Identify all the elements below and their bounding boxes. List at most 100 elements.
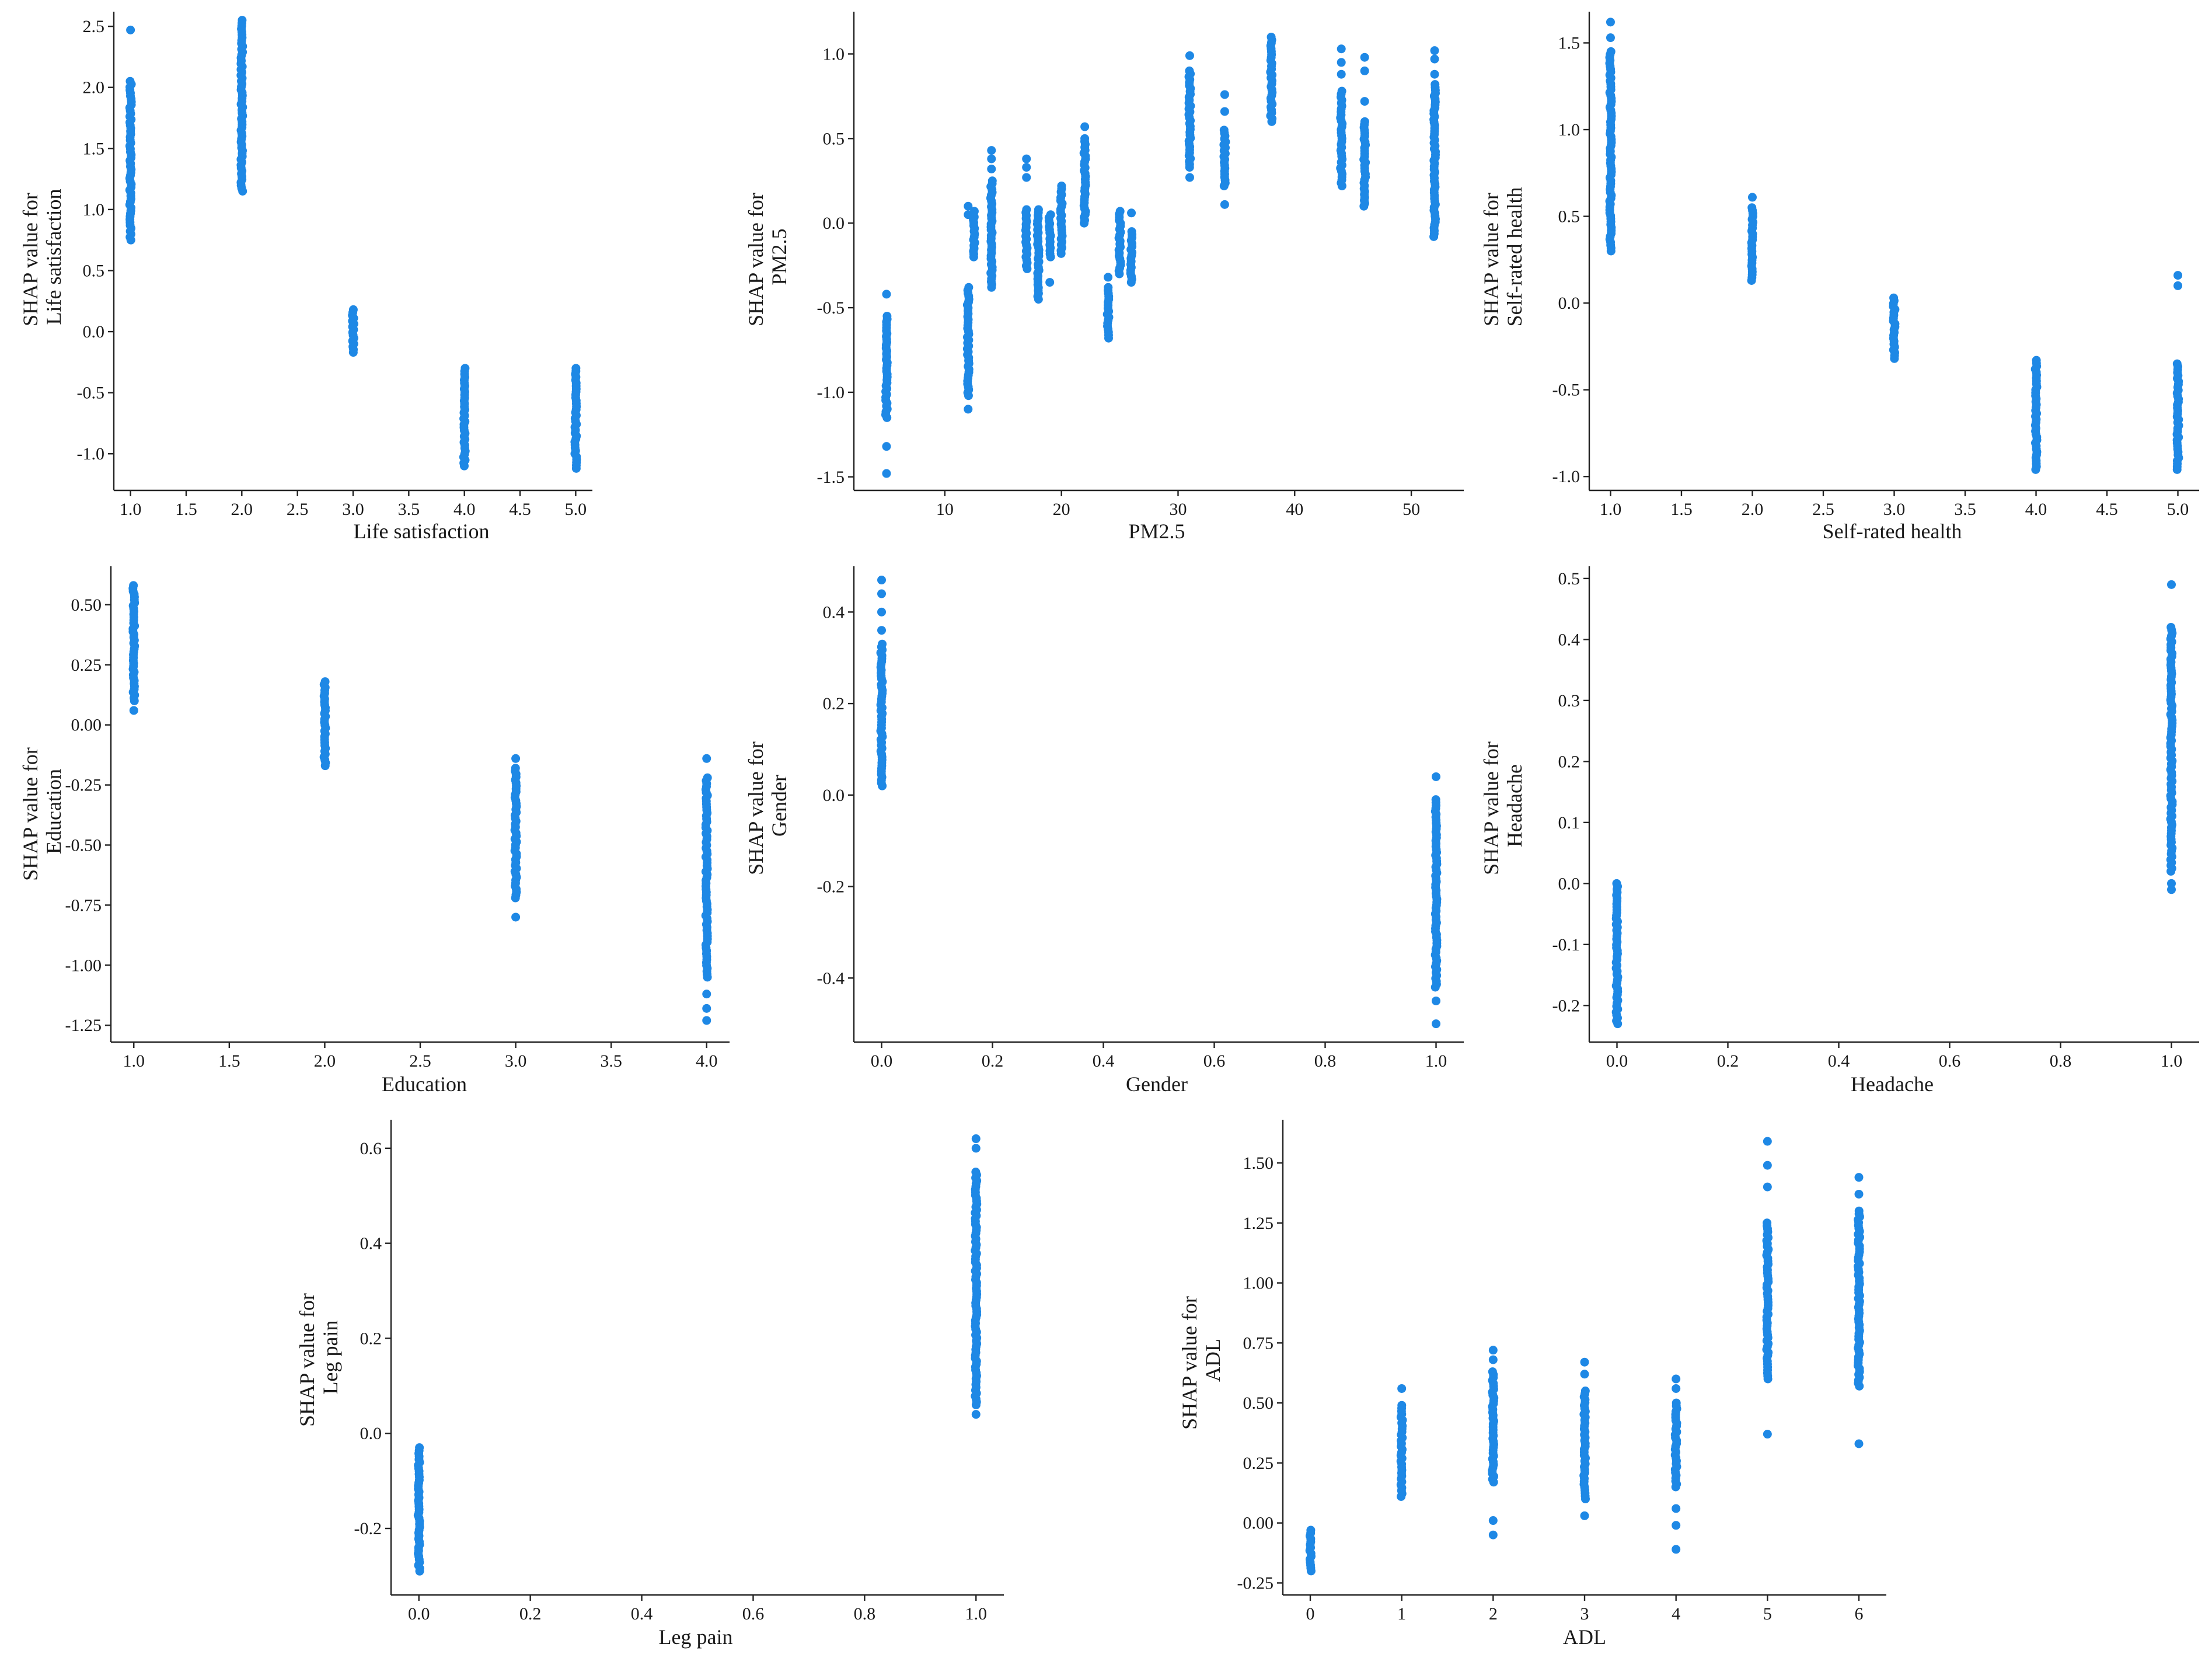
y-tick-label: -1.00: [65, 956, 102, 975]
x-tick-label: 5.0: [2167, 500, 2189, 519]
x-tick-label: 5: [1763, 1604, 1772, 1624]
data-point: [1889, 293, 1899, 302]
x-tick-label: 1.0: [1600, 500, 1622, 519]
data-point: [1337, 58, 1346, 67]
data-point: [1854, 1439, 1864, 1448]
plot-area: 0 1 2 3 4 5 6 -0.25 0.00 0.25 0.50 0.75 1.00 1.25 1.50: [1237, 1120, 1886, 1624]
data-point: [1220, 90, 1229, 99]
x-tick-label: 1.0: [120, 500, 142, 519]
data-point: [971, 1168, 981, 1177]
y-tick-label: 0.0: [823, 786, 845, 805]
x-tick-label: 2.0: [231, 500, 253, 519]
data-point: [511, 754, 521, 763]
y-tick-label: -1.25: [65, 1016, 102, 1035]
data-point: [1022, 154, 1031, 163]
y-tick-label: 1.0: [83, 200, 105, 220]
x-tick-label: 30: [1169, 500, 1187, 519]
y-tick-label: 0.75: [1243, 1333, 1274, 1353]
data-point: [1034, 205, 1043, 214]
y-tick-label: -1.0: [1552, 467, 1581, 486]
data-point: [1185, 51, 1194, 60]
data-point: [702, 754, 711, 763]
x-axis-label: ADL: [1563, 1625, 1606, 1649]
data-point: [348, 305, 358, 314]
data-point: [2172, 359, 2182, 368]
data-point: [1672, 1398, 1681, 1408]
x-tick-label: 1.0: [965, 1604, 988, 1624]
x-tick-label: 3.0: [1883, 500, 1906, 519]
plot-area: 1.0 1.5 2.0 2.5 3.0 3.5 4.0 4.5 5.0 -1.0 -0.5 0.0 0.…: [1552, 12, 2199, 519]
data-point: [1360, 66, 1369, 75]
y-tick-label: -1.0: [77, 444, 105, 464]
data-point: [1431, 80, 1440, 89]
y-axis-label-line2: Life satisfaction: [42, 189, 65, 325]
data-point: [1606, 18, 1615, 27]
y-tick-label: 0.1: [1558, 813, 1581, 833]
x-tick-label: 0.8: [2050, 1051, 2072, 1071]
x-tick-label: 6: [1855, 1604, 1864, 1624]
x-tick-label: 1.0: [2161, 1051, 2183, 1071]
y-tick-label: -0.50: [65, 835, 102, 855]
data-point: [1488, 1355, 1498, 1364]
data-point: [1306, 1525, 1316, 1535]
y-axis-label-line1: SHAP value for: [1480, 193, 1503, 326]
y-tick-label: 0.3: [1558, 691, 1581, 710]
data-point: [987, 146, 996, 155]
y-tick-label: 0.0: [823, 214, 845, 233]
x-tick-label: 10: [936, 500, 954, 519]
data-point: [1432, 996, 1440, 1005]
data-point: [703, 773, 712, 782]
y-tick-label: 0.00: [1243, 1514, 1274, 1533]
y-axis-label: SHAP value for Self-rated health: [1480, 187, 1526, 327]
data-point: [702, 990, 711, 999]
y-tick-label: -0.25: [1237, 1573, 1274, 1593]
y-tick-label: -0.2: [1552, 996, 1581, 1015]
plot-area: 0.0 0.2 0.4 0.6 0.8 1.0 -0.4 -0.2 0.0 0.2 0.4: [817, 566, 1464, 1071]
data-point: [1127, 208, 1136, 218]
data-point: [882, 442, 891, 451]
y-tick-label: -0.5: [817, 298, 845, 318]
data-point: [971, 1410, 981, 1419]
data-point: [964, 405, 973, 414]
data-point: [2032, 356, 2041, 365]
data-point: [1672, 1384, 1681, 1393]
y-tick-label: -0.2: [817, 877, 845, 897]
x-tick-label: 0.2: [519, 1604, 542, 1624]
y-tick-label: 0.00: [71, 716, 102, 735]
x-tick-label: 1.5: [175, 500, 197, 519]
data-point: [571, 364, 581, 373]
x-tick-label: 0: [1306, 1604, 1315, 1624]
data-point: [1747, 203, 1757, 213]
data-point: [1360, 97, 1369, 106]
data-point: [1488, 1367, 1497, 1377]
panel-pm25: 10 20 30 40 50 -1.5 -1.0 -0.5 0.0 0.5 1.0 PM2.5 SH…: [744, 12, 1464, 543]
y-axis-label: SHAP value for Gender: [744, 736, 791, 875]
data-point: [1267, 32, 1276, 41]
data-point: [971, 1134, 981, 1144]
data-point: [1488, 1530, 1498, 1539]
panel-gender: 0.0 0.2 0.4 0.6 0.8 1.0 -0.4 -0.2 0.0 0.2 0.4 Gend…: [744, 566, 1464, 1096]
data-point: [1763, 1430, 1772, 1439]
data-point: [511, 912, 521, 922]
x-tick-label: 50: [1402, 500, 1420, 519]
data-point: [1612, 879, 1621, 888]
x-tick-label: 4.5: [509, 500, 531, 519]
y-axis-label-line1: SHAP value for: [1480, 741, 1503, 875]
data-point: [460, 364, 470, 373]
x-tick-label: 4: [1672, 1604, 1680, 1624]
data-point: [125, 76, 135, 86]
y-axis-label-line2: Leg pain: [319, 1321, 342, 1395]
y-tick-label: -0.5: [77, 384, 105, 403]
data-point: [1397, 1401, 1407, 1410]
y-tick-label: 0.4: [823, 602, 845, 622]
y-tick-label: 1.0: [1558, 120, 1581, 140]
data-point: [1763, 1137, 1772, 1146]
x-axis-label: Self-rated health: [1823, 520, 1962, 543]
y-axis-label-line1: SHAP value for: [744, 741, 767, 875]
data-point: [1431, 795, 1440, 804]
y-tick-label: -1.5: [817, 468, 845, 487]
x-tick-label: 4.5: [2096, 500, 2118, 519]
y-tick-label: 1.00: [1243, 1274, 1274, 1293]
x-tick-label: 2.0: [1742, 500, 1764, 519]
data-point: [238, 16, 247, 25]
